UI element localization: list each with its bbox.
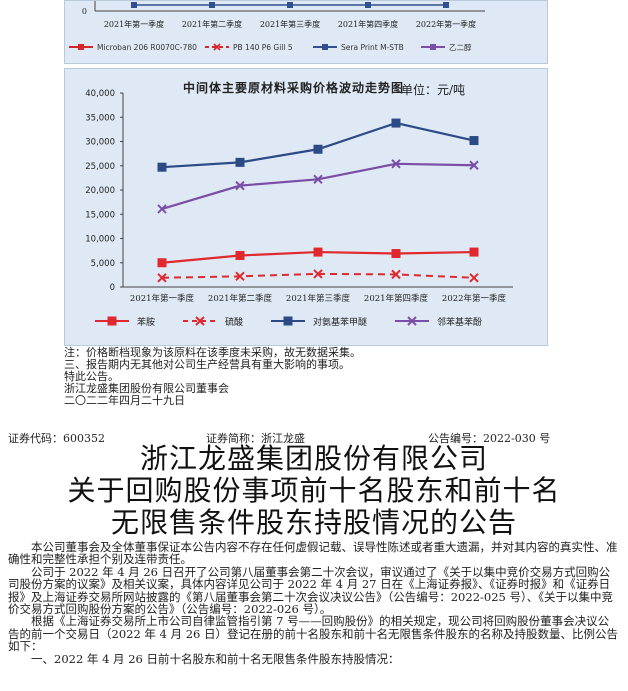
y-tick-label: 35,000 — [85, 113, 115, 123]
series-line — [161, 162, 475, 210]
top-chart: 0 2021年第一季度 2021年第二季度 2021年第三季度 2021年第四季度 202… — [64, 0, 548, 64]
top-chart-plot: 0 2021年第一季度 2021年第二季度 2021年第三季度 2021年第四季度 202… — [69, 1, 485, 52]
legend-label: 硫酸 — [225, 316, 243, 328]
legend-label: Microban 206 R0070C-780 — [97, 43, 197, 52]
security-name: 证券简称：浙江龙盛 — [206, 432, 305, 445]
top-series — [131, 2, 449, 8]
data-point — [313, 247, 323, 257]
paragraph-statement: 本公司董事会及全体董事保证本公告内容不存在任何虚假记载、误导性陈述或者重大遗漏，… — [8, 540, 618, 567]
legend-marker — [78, 44, 84, 50]
legend-label: 苯胺 — [137, 316, 155, 328]
data-point — [157, 162, 167, 172]
data-point — [209, 2, 215, 8]
legend-label: Sera Print M-STB — [341, 43, 404, 52]
y-tick-label: 0 — [82, 7, 87, 16]
data-point — [469, 247, 479, 257]
legend-label: 对氨基苯甲醚 — [313, 316, 367, 328]
paragraph-section-title: 一、2022 年 4 月 26 日前十名股东和前十名无限售条件股东持股情况： — [31, 651, 400, 666]
y-tick-label: 15,000 — [85, 210, 115, 220]
note-line: 特此公告。 — [64, 370, 119, 383]
legend-item: Microban 206 R0070C-780 — [69, 43, 197, 52]
price-trend-plot: 0 5,000 10,000 15,000 20,000 25,000 30,000 35,0… — [85, 89, 513, 328]
legend-label: PB 140 P6 Gill 5 — [233, 43, 293, 52]
x-tick-label: 2021年第一季度 — [130, 293, 195, 304]
data-point — [157, 273, 167, 283]
y-tick-label: 10,000 — [85, 235, 115, 245]
series-3 — [157, 159, 479, 214]
headline-line-2: 关于回购股份事项前十名股东和前十名 — [67, 474, 561, 507]
y-tick-label: 40,000 — [85, 89, 115, 99]
legend-marker — [213, 43, 221, 51]
data-point — [157, 204, 167, 214]
legend-marker — [195, 316, 205, 326]
x-tick-label: 2021年第一季度 — [104, 19, 164, 29]
x-tick-label: 2022年第一季度 — [416, 19, 476, 29]
headline-line-3: 无限售条件股东持股情况的公告 — [110, 506, 517, 539]
data-point — [287, 2, 293, 8]
legend-item: 对氨基苯甲醚 — [271, 316, 367, 328]
data-point — [469, 273, 479, 283]
series-0 — [157, 247, 479, 268]
legend-label: 邻苯基苯酚 — [437, 316, 482, 328]
legend-marker — [283, 316, 293, 326]
data-point — [313, 269, 323, 279]
data-point — [313, 174, 323, 185]
data-point — [469, 136, 479, 146]
legend-marker — [322, 44, 328, 50]
note-line: 三、报告期内无其他对公司生产经营具有重大影响的事项。 — [64, 358, 350, 371]
paragraph-meeting: 公司于 2022 年 4 月 26 日召开了公司第八届董事会第二十次会议，审议通… — [8, 564, 614, 617]
data-point — [443, 2, 449, 8]
legend-marker — [430, 44, 436, 50]
series-1 — [157, 269, 479, 283]
legend-marker — [407, 316, 417, 326]
x-tick-label: 2021年第三季度 — [260, 19, 320, 29]
x-tick-label: 2022年第一季度 — [442, 293, 507, 304]
announcement-number: 公告编号：2022-030 号 — [428, 432, 551, 445]
announcement-body: 本公司董事会及全体董事保证本公告内容不存在任何虚假记载、误导性陈述或者重大遗漏，… — [8, 541, 620, 665]
chart-notes: 注：价格断档现象为该原料在该季度未采购，故无数据采集。 三、报告期内无其他对公司… — [64, 347, 361, 407]
data-point — [235, 250, 245, 260]
y-tick-label: 20,000 — [85, 186, 115, 196]
data-point — [157, 258, 167, 268]
signature-company: 浙江龙盛集团股份有限公司董事会 — [64, 382, 229, 395]
y-tick-label: 0 — [110, 283, 115, 293]
y-tick-label: 5,000 — [91, 259, 115, 269]
legend-item: 邻苯基苯酚 — [395, 316, 482, 328]
data-point — [365, 2, 371, 8]
data-point — [391, 269, 401, 280]
chart-title: 中间体主要原材料采购价格波动走势图 — [183, 81, 405, 95]
signature-date: 二〇二二年四月二十九日 — [64, 394, 185, 407]
x-tick-label: 2021年第二季度 — [208, 293, 273, 304]
data-point — [235, 271, 245, 282]
data-point — [391, 249, 401, 259]
legend-label: 乙二醇 — [449, 42, 472, 52]
note-line: 注：价格断档现象为该原料在该季度未采购，故无数据采集。 — [64, 346, 361, 359]
data-point — [469, 160, 479, 170]
legend-item: 苯胺 — [95, 316, 155, 328]
legend-item: 硫酸 — [183, 316, 243, 328]
data-point — [235, 180, 245, 191]
data-point — [313, 144, 323, 154]
y-tick-label: 25,000 — [85, 162, 115, 172]
x-tick-label: 2021年第三季度 — [286, 293, 351, 304]
x-tick-label: 2021年第二季度 — [182, 19, 242, 29]
data-point — [131, 2, 137, 8]
data-point — [391, 159, 401, 169]
data-point — [391, 118, 401, 128]
legend-item: 乙二醇 — [421, 42, 472, 52]
headline-line-1: 浙江龙盛集团股份有限公司 — [139, 442, 488, 475]
paragraph-rules: 根据《上海证券交易所上市公司自律监管指引第 7 号——回购股份》的相关规定，现公… — [8, 614, 618, 654]
series-2 — [157, 118, 479, 172]
y-tick-label: 30,000 — [85, 138, 115, 148]
x-tick-label: 2021年第四季度 — [338, 19, 398, 29]
legend-item: PB 140 P6 Gill 5 — [205, 43, 293, 52]
chart-unit-label: 单位：元/吨 — [401, 83, 466, 97]
legend-item: Sera Print M-STB — [313, 43, 404, 52]
data-point — [235, 157, 245, 167]
x-tick-label: 2021年第四季度 — [364, 293, 429, 304]
security-code: 证券代码：600352 — [8, 432, 105, 445]
price-trend-chart: 0 5,000 10,000 15,000 20,000 25,000 30,000 35,0… — [64, 68, 548, 346]
legend-marker — [107, 316, 117, 326]
